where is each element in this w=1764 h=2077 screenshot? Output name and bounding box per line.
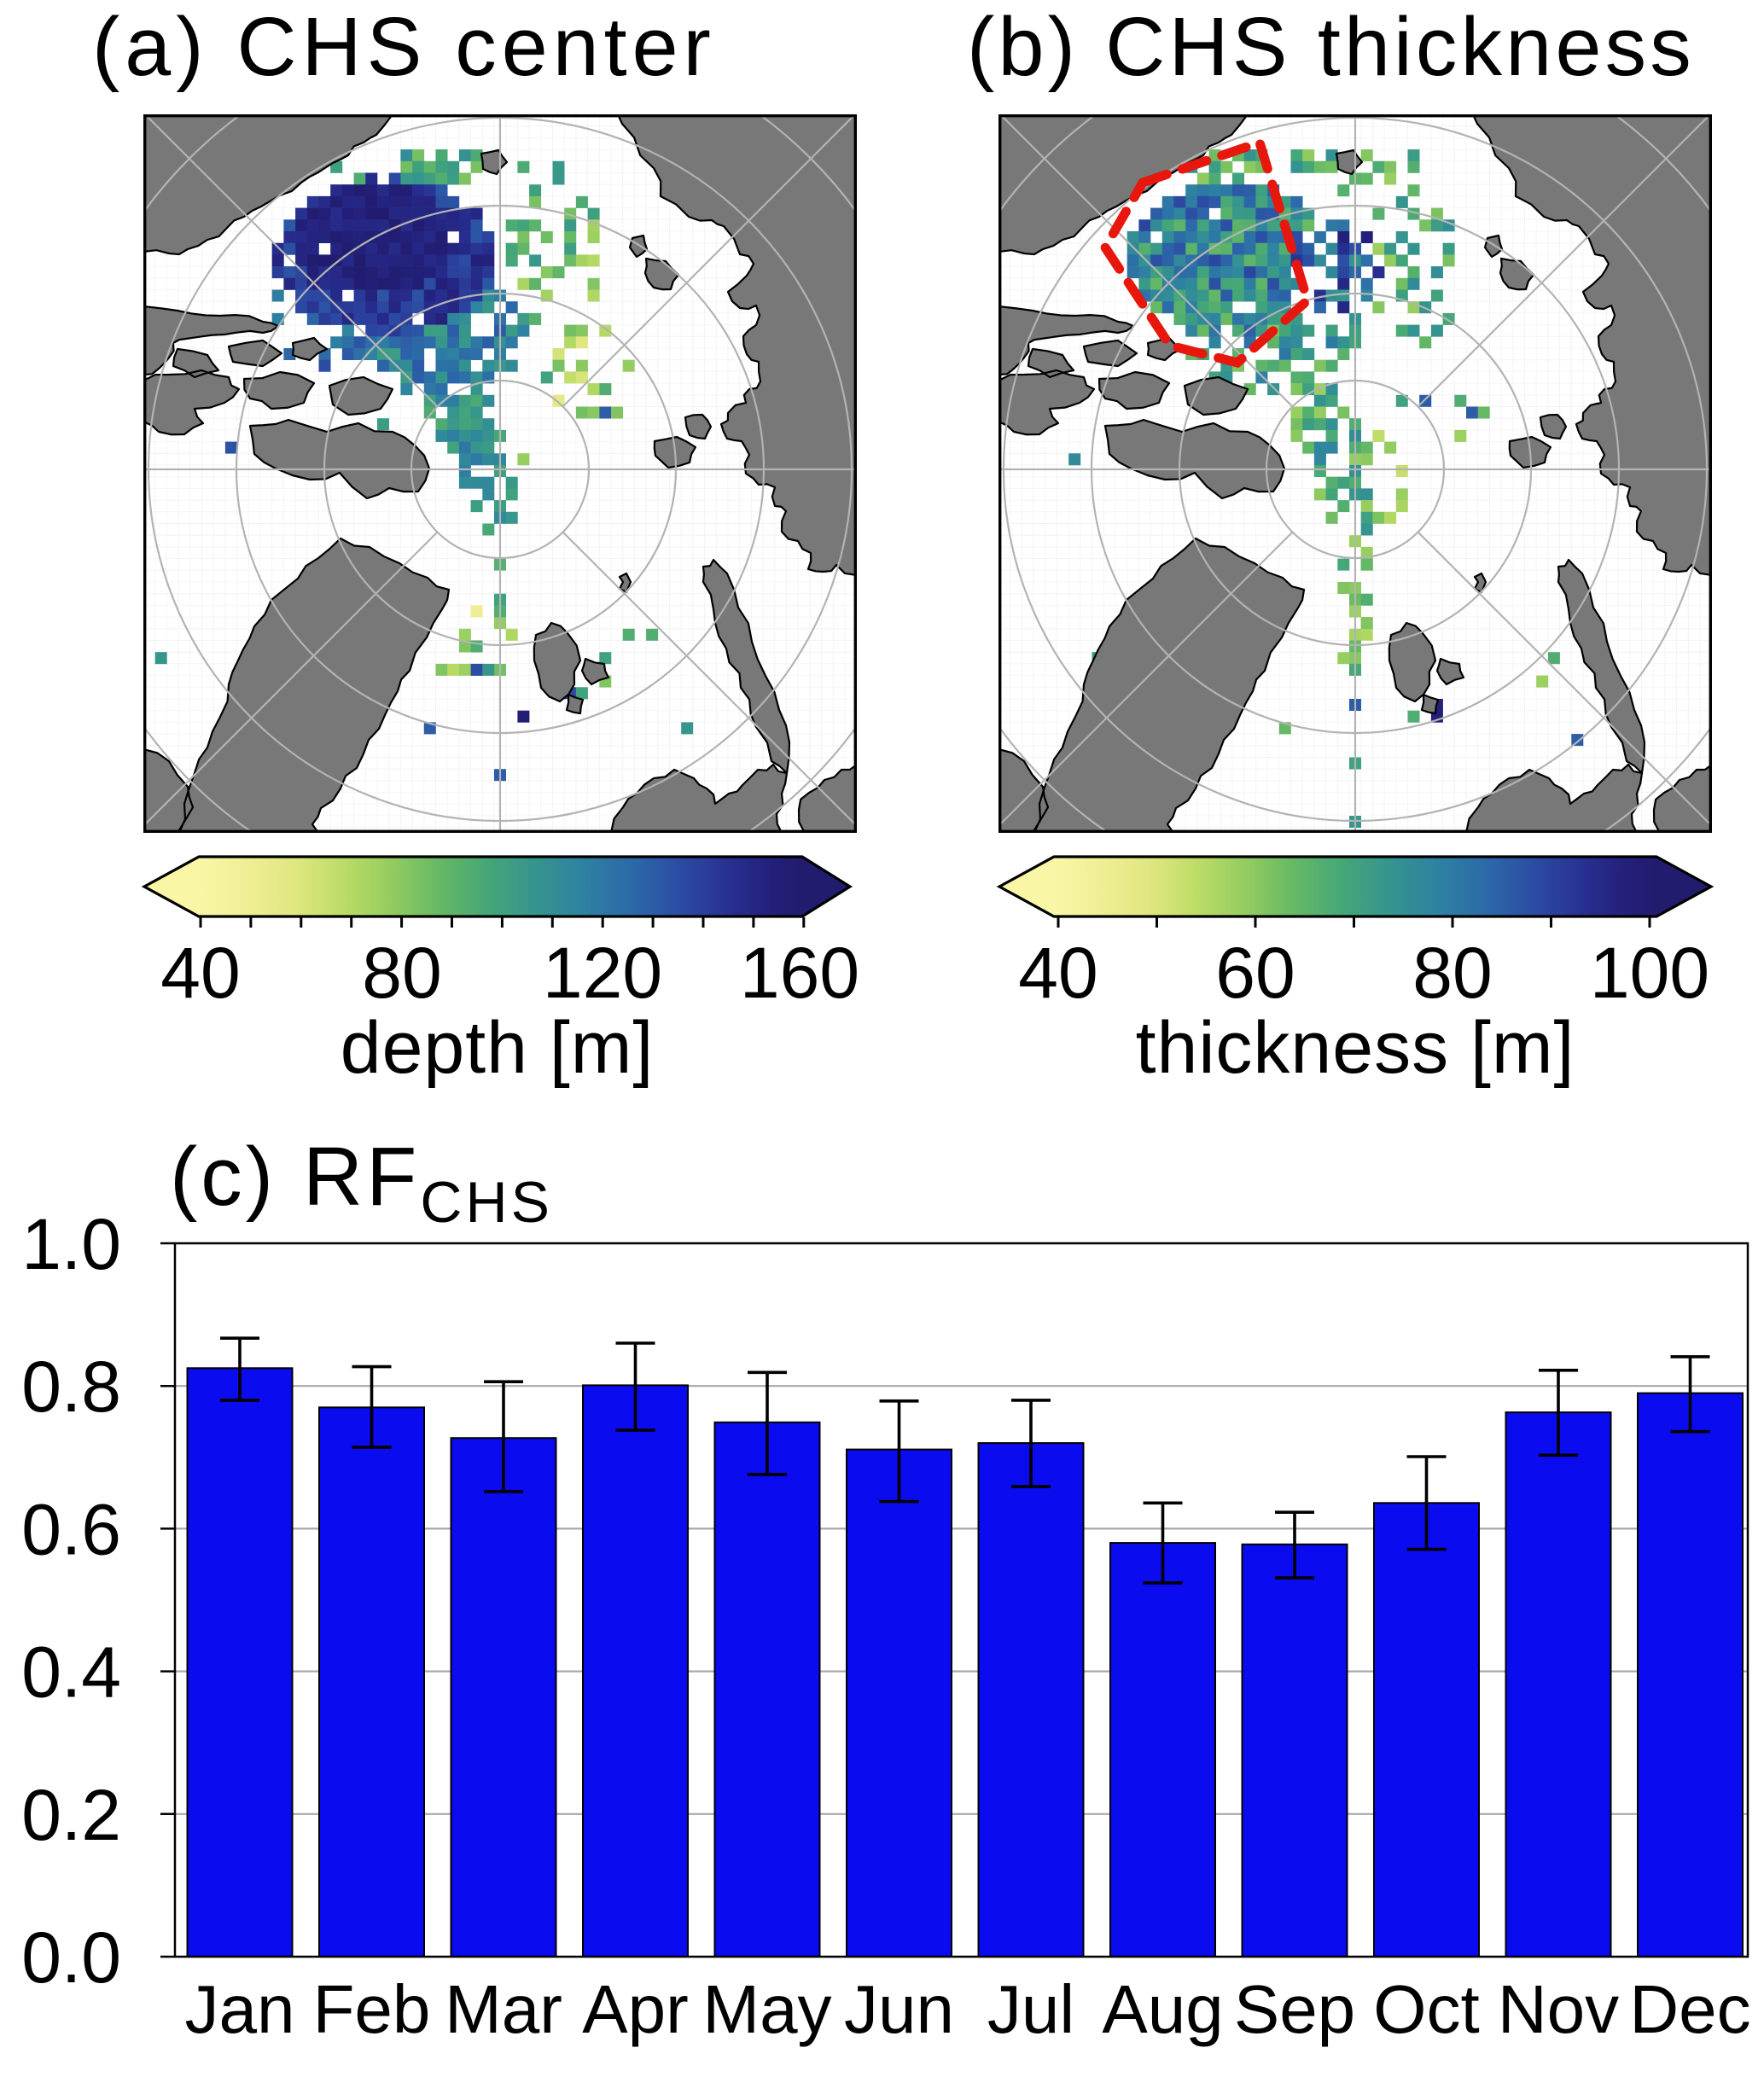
svg-text:0.4: 0.4 [21, 1632, 121, 1713]
svg-text:Nov: Nov [1498, 1971, 1619, 2047]
svg-text:80: 80 [362, 933, 441, 1013]
svg-text:Oct: Oct [1373, 1971, 1479, 2047]
svg-text:1.0: 1.0 [21, 1204, 121, 1284]
svg-text:100: 100 [1590, 933, 1709, 1013]
svg-text:Apr: Apr [582, 1971, 689, 2047]
svg-text:(a) CHS center: (a) CHS center [92, 0, 716, 93]
svg-text:40: 40 [1018, 933, 1097, 1013]
svg-text:Aug: Aug [1102, 1971, 1223, 2047]
svg-text:Mar: Mar [445, 1971, 562, 2047]
svg-text:60: 60 [1215, 933, 1295, 1013]
svg-text:0.8: 0.8 [21, 1347, 121, 1427]
svg-text:160: 160 [740, 933, 859, 1013]
svg-text:40: 40 [160, 933, 240, 1013]
svg-text:Jul: Jul [987, 1971, 1074, 2047]
svg-text:Jun: Jun [844, 1971, 954, 2047]
svg-text:120: 120 [543, 933, 662, 1013]
svg-text:Feb: Feb [313, 1971, 431, 2047]
svg-text:thickness [m]: thickness [m] [1136, 1007, 1575, 1089]
svg-text:Sep: Sep [1234, 1971, 1355, 2047]
svg-text:depth [m]: depth [m] [341, 1007, 655, 1089]
svg-text:80: 80 [1412, 933, 1492, 1013]
svg-text:May: May [702, 1971, 831, 2047]
svg-text:0.6: 0.6 [21, 1489, 121, 1569]
svg-text:(b) CHS thickness: (b) CHS thickness [967, 0, 1695, 93]
svg-text:0.0: 0.0 [21, 1917, 121, 1998]
svg-text:Dec: Dec [1629, 1971, 1750, 2047]
svg-text:0.2: 0.2 [21, 1775, 121, 1855]
svg-text:Jan: Jan [185, 1971, 295, 2047]
